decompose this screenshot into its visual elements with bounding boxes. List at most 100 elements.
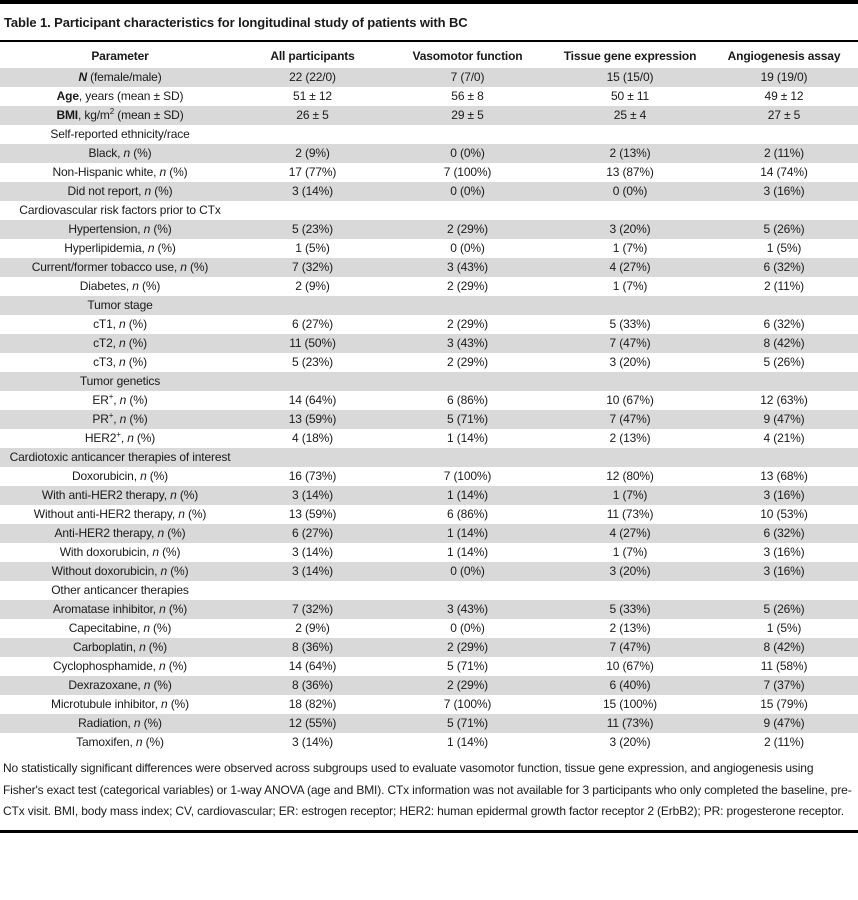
table-row: cT3, n (%) 5 (23%) 2 (29%) 3 (20%) 5 (26%) [0,353,858,372]
table-row: Current/former tobacco use, n (%) 7 (32%)… [0,258,858,277]
table-row: Non-Hispanic white, n (%) 17 (77%) 7 (100%… [0,163,858,182]
value-cell: 7 (7/0) [450,70,485,84]
section-label: Cardiovascular risk factors prior to CTx [19,203,221,217]
value-cell: 2 (29%) [447,640,488,654]
value-cell: 4 (21%) [763,431,805,445]
section-label: Other anticancer therapies [51,583,189,597]
value-cell: 1 (14%) [447,488,488,502]
value-cell: 25 ± 4 [613,108,647,122]
value-cell: 7 (47%) [609,640,651,654]
section-row: Cardiovascular risk factors prior to CTx [0,201,858,220]
value-cell: 6 (32%) [763,526,805,540]
table-row: Without doxorubicin, n (%) 3 (14%) 0 (0%) 3… [0,562,858,581]
value-cell: 9 (47%) [763,716,805,730]
value-cell [550,125,710,144]
value-cell [240,372,385,391]
value-cell: 9 (47%) [763,412,805,426]
value-cell: 5 (71%) [447,716,488,730]
value-cell [240,448,385,467]
value-cell: 12 (80%) [606,469,654,483]
value-cell: 3 (20%) [609,564,651,578]
value-cell: 12 (55%) [288,716,337,730]
value-cell: 16 (73%) [288,469,337,483]
value-cell: 3 (16%) [763,564,805,578]
title-divider-rule [0,40,858,42]
section-row: Tumor stage [0,296,858,315]
column-header-angiogenesis-assay: Angiogenesis assay [727,49,841,63]
bottom-rule [0,829,858,833]
value-cell: 1 (7%) [612,545,648,559]
value-cell: 7 (32%) [292,260,333,274]
value-cell: 3 (20%) [609,222,651,236]
table-row: Microtubule inhibitor, n (%) 18 (82%) 7 (1… [0,695,858,714]
parameter-label: Hypertension, n (%) [68,222,172,236]
value-cell: 7 (100%) [443,165,492,179]
value-cell [550,201,710,220]
value-cell: 19 (19/0) [760,70,808,84]
value-cell: 0 (0%) [450,621,485,635]
value-cell: 2 (11%) [763,146,805,160]
value-cell: 3 (20%) [609,355,651,369]
value-cell [710,201,858,220]
value-cell: 12 (63%) [760,393,808,407]
value-cell: 5 (26%) [763,355,805,369]
value-cell: 1 (5%) [766,241,802,255]
table-row: Did not report, n (%) 3 (14%) 0 (0%) 0 (0%)… [0,182,858,201]
value-cell: 50 ± 11 [610,89,649,103]
parameter-label: With doxorubicin, n (%) [59,545,181,559]
table-row: ER+, n (%) 14 (64%) 6 (86%) 10 (67%) 12 (63%… [0,391,858,410]
value-cell [240,201,385,220]
parameter-label: Microtubule inhibitor, n (%) [51,697,189,711]
value-cell: 13 (68%) [760,469,808,483]
value-cell: 1 (5%) [295,241,330,255]
parameter-label: cT1, n (%) [93,317,147,331]
value-cell: 11 (73%) [606,716,654,730]
value-cell: 1 (7%) [612,241,648,255]
value-cell [385,296,550,315]
parameter-label: Current/former tobacco use, n (%) [31,260,209,274]
value-cell [240,296,385,315]
value-cell: 6 (40%) [609,678,651,692]
value-cell: 8 (36%) [292,640,333,654]
value-cell [385,125,550,144]
value-cell: 7 (32%) [292,602,333,616]
table-header: Parameter All participants Vasomotor fun… [0,42,858,68]
parameter-label: Diabetes, n (%) [79,279,161,293]
value-cell [240,125,385,144]
column-header-parameter: Parameter [91,49,149,63]
value-cell: 3 (20%) [609,735,651,749]
value-cell: 2 (13%) [609,146,651,160]
value-cell: 3 (14%) [292,184,333,198]
parameter-label: Doxorubicin, n (%) [71,469,169,483]
value-cell: 7 (47%) [609,412,651,426]
value-cell: 6 (86%) [447,393,488,407]
value-cell: 5 (26%) [763,602,805,616]
top-rule [0,0,858,4]
section-label: Tumor genetics [79,374,161,388]
value-cell: 0 (0%) [450,184,485,198]
value-cell: 3 (14%) [292,564,333,578]
value-cell: 0 (0%) [612,184,648,198]
parameter-label: PR+, n (%) [92,411,148,427]
value-cell: 2 (29%) [447,678,488,692]
value-cell: 49 ± 12 [764,89,804,103]
parameter-label: Dexrazoxane, n (%) [68,678,172,692]
table-row: cT1, n (%) 6 (27%) 2 (29%) 5 (33%) 6 (32%) [0,315,858,334]
value-cell: 1 (5%) [766,621,802,635]
value-cell [550,372,710,391]
table-row: Capecitabine, n (%) 2 (9%) 0 (0%) 2 (13%) 1 … [0,619,858,638]
value-cell: 2 (9%) [295,621,330,635]
value-cell: 11 (73%) [606,507,654,521]
value-cell: 26 ± 5 [296,108,329,122]
value-cell: 2 (29%) [447,222,488,236]
value-cell: 2 (13%) [609,621,651,635]
table-row: Hypertension, n (%) 5 (23%) 2 (29%) 3 (20%)… [0,220,858,239]
value-cell: 5 (33%) [609,602,651,616]
value-cell: 2 (13%) [609,431,651,445]
value-cell: 11 (58%) [760,659,808,673]
section-label: Self-reported ethnicity/race [50,127,190,141]
value-cell: 14 (64%) [288,659,337,673]
parameter-label: Aromatase inhibitor, n (%) [52,602,188,616]
table-body: N (female/male) 22 (22/0) 7 (7/0) 15 (15/0)… [0,68,858,752]
